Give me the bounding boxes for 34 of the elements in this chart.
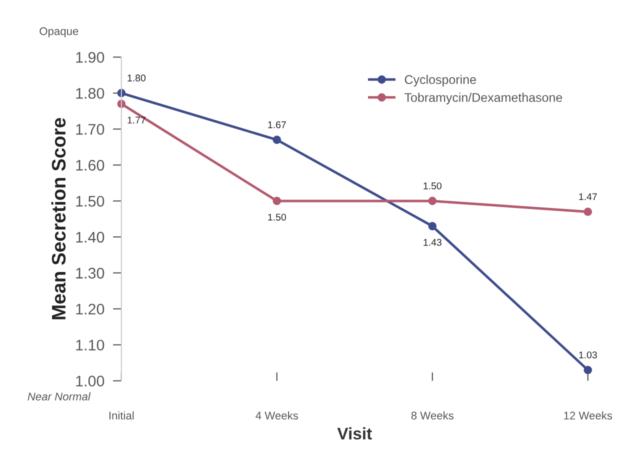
point <box>272 196 282 206</box>
y-tick-label: 1.50 <box>76 196 104 207</box>
data-label: 1.50 <box>268 214 286 221</box>
x-tick-label: 8 Weeks <box>411 411 454 420</box>
y-tick-label: 1.20 <box>76 304 104 315</box>
data-label: 1.50 <box>424 182 442 190</box>
data-label: 1.80 <box>128 74 146 82</box>
y-tick-label: 1.90 <box>76 52 104 63</box>
legend-label: Cyclosporine <box>404 74 476 86</box>
x-axis-title: Visit <box>337 427 372 440</box>
point <box>584 366 592 374</box>
data-label: 1.43 <box>424 238 442 246</box>
data-label: 1.47 <box>579 193 597 200</box>
data-label: 1.67 <box>268 121 286 128</box>
point <box>272 136 282 144</box>
y-tick-label: 1.70 <box>76 124 104 135</box>
y-tick-label: 1.80 <box>76 88 104 99</box>
text: Near Normal <box>28 392 91 400</box>
y-tick-label: 1.10 <box>76 340 104 351</box>
y-tick-label: 1.00 <box>76 376 104 386</box>
y-tick-label: 1.40 <box>76 232 104 243</box>
legend-label: Tobramycin/Dexamethasone <box>404 92 562 104</box>
x-tick-label: Initial <box>109 411 134 420</box>
data-label: 1.77 <box>128 116 146 124</box>
point <box>584 208 592 216</box>
point <box>428 222 437 230</box>
text: Opaque <box>40 27 78 38</box>
y-tick-label: 1.60 <box>76 160 104 171</box>
y-tick-label: 1.30 <box>76 268 104 279</box>
y-axis-title: Mean Secretion Score <box>51 118 66 320</box>
point <box>428 196 437 206</box>
data-label: 1.03 <box>579 351 597 358</box>
x-tick-label: 12 Weeks <box>564 411 612 420</box>
x-tick-label: 4 Weeks <box>256 411 298 420</box>
